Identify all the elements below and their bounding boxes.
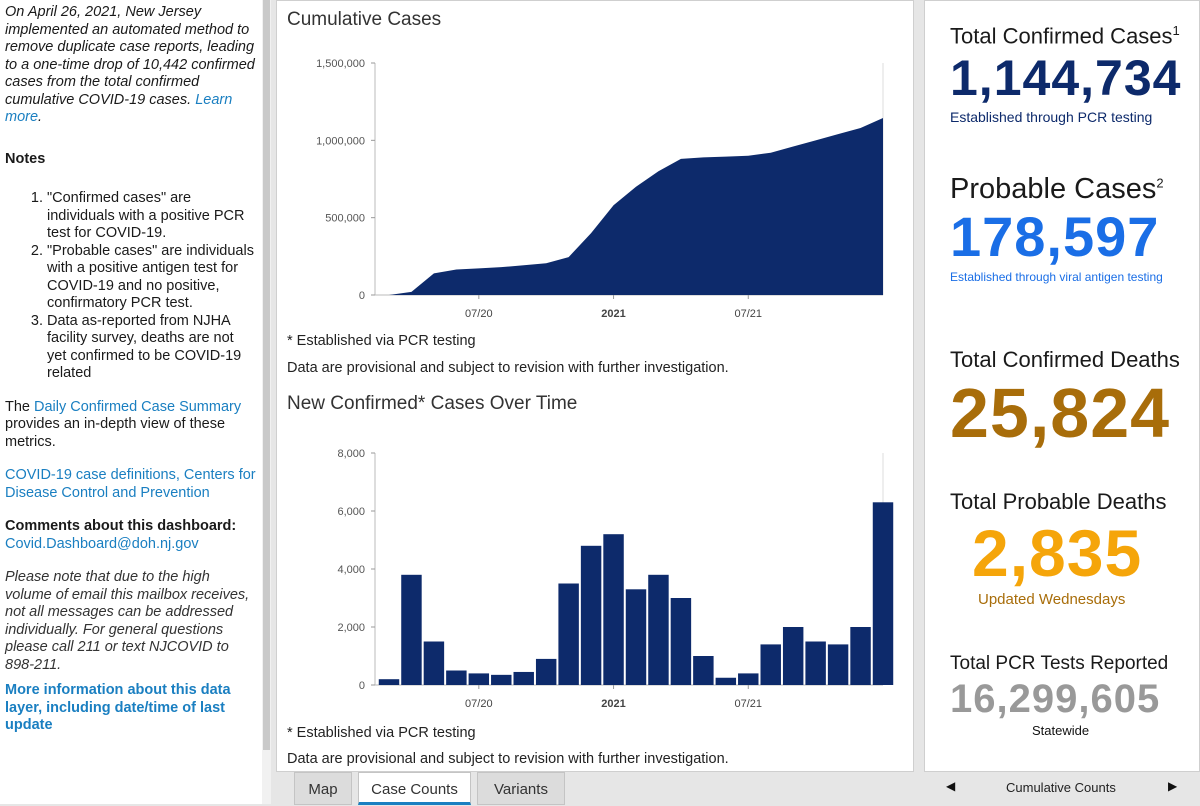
probable-cases-stat: Probable Cases2 178,597 Established thro… xyxy=(925,173,1199,284)
y-tick-label: 0 xyxy=(359,290,365,302)
note-item: Data as-reported from NJHA facility surv… xyxy=(47,313,256,383)
more-info-link[interactable]: More information about this data layer, … xyxy=(5,682,231,733)
comments-paragraph: Comments about this dashboard: Covid.Das… xyxy=(5,518,256,553)
x-tick-label: 07/20 xyxy=(465,308,493,320)
cumulative-cases-chart: 0 500,000 1,000,000 1,500,000 07/20 2021 07/21 xyxy=(316,58,884,320)
right-arrow-icon[interactable]: ▶ xyxy=(1168,779,1178,793)
bar xyxy=(782,627,804,685)
x-tick-label: 07/21 xyxy=(735,698,763,710)
new-cases-chart-title: New Confirmed* Cases Over Time xyxy=(287,393,578,414)
daily-summary-link[interactable]: Daily Confirmed Case Summary xyxy=(34,398,242,415)
probable-cases-value: 178,597 xyxy=(950,205,1160,268)
confirmed-deaths-stat: Total Confirmed Deaths 25,824 xyxy=(925,347,1199,453)
bar xyxy=(446,670,467,685)
notes-heading: Notes xyxy=(5,150,46,167)
comments-label: Comments about this dashboard: xyxy=(5,518,237,534)
bar xyxy=(850,627,871,685)
probable-deaths-value: 2,835 xyxy=(972,516,1143,590)
y-tick-label: 2,000 xyxy=(337,622,365,634)
cumulative-chart-title: Cumulative Cases xyxy=(287,9,442,30)
y-tick-label: 0 xyxy=(359,680,365,692)
bar xyxy=(491,674,512,685)
y-tick-label: 8,000 xyxy=(337,448,365,460)
bar xyxy=(535,658,557,685)
bar xyxy=(805,641,826,685)
scrollbar-thumb[interactable] xyxy=(263,0,270,750)
stats-panel: Total Confirmed Cases1 1,144,734 Establi… xyxy=(924,0,1200,772)
pcr-tests-label: Total PCR Tests Reported xyxy=(950,653,1169,674)
confirmed-cases-value: 1,144,734 xyxy=(950,50,1182,107)
confirmed-deaths-value: 25,824 xyxy=(950,374,1171,452)
cdc-definitions-link[interactable]: COVID-19 case definitions, Centers for D… xyxy=(5,467,256,501)
notes-list: "Confirmed cases" are individuals with a… xyxy=(5,190,256,383)
sidebar-scrollbar[interactable] xyxy=(262,0,271,804)
pcr-tests-stat: Total PCR Tests Reported 16,299,605 Stat… xyxy=(925,653,1199,738)
chart1-note-pcr: * Established via PCR testing xyxy=(287,333,476,349)
x-tick-label: 2021 xyxy=(601,698,625,710)
pcr-tests-sub: Statewide xyxy=(1032,723,1090,738)
dedup-notice: On April 26, 2021, New Jersey implemente… xyxy=(5,4,255,126)
note-item: "Confirmed cases" are individuals with a… xyxy=(47,190,256,243)
chart1-note-provisional: Data are provisional and subject to revi… xyxy=(287,360,729,376)
probable-deaths-stat: Total Probable Deaths 2,835 Updated Wedn… xyxy=(925,489,1199,608)
summary-paragraph: The Daily Confirmed Case Summary provide… xyxy=(5,398,242,450)
stats-pager: ◀ Cumulative Counts ▶ xyxy=(930,774,1198,804)
email-note: Please note that due to the high volume … xyxy=(5,569,250,673)
y-tick-label: 1,000,000 xyxy=(316,135,365,147)
confirmed-cases-label: Total Confirmed Cases1 xyxy=(950,23,1180,49)
y-tick-label: 1,500,000 xyxy=(316,58,365,70)
chart2-note-provisional: Data are provisional and subject to revi… xyxy=(287,751,729,767)
charts-panel: Cumulative Cases 0 500,000 1,000,000 1,500,… xyxy=(276,0,914,772)
confirmed-cases-sub: Established through PCR testing xyxy=(950,109,1153,126)
y-tick-label: 4,000 xyxy=(337,564,365,576)
bar xyxy=(423,641,445,685)
bar xyxy=(715,677,737,685)
bar xyxy=(738,673,759,685)
confirmed-deaths-label: Total Confirmed Deaths xyxy=(950,347,1180,372)
sidebar: On April 26, 2021, New Jersey implemente… xyxy=(0,0,262,804)
bar xyxy=(580,545,602,685)
probable-cases-label: Probable Cases2 xyxy=(950,173,1164,205)
probable-cases-sub: Established through viral antigen testin… xyxy=(950,270,1163,284)
dedup-notice-text: On April 26, 2021, New Jersey implemente… xyxy=(5,4,255,108)
bar xyxy=(468,673,490,685)
bar xyxy=(513,671,534,685)
tab-variants[interactable]: Variants xyxy=(477,772,565,805)
new-cases-chart: 0 2,000 4,000 6,000 8,000 07/20 2021 07/21 xyxy=(337,448,894,710)
bar xyxy=(827,644,849,685)
email-link[interactable]: Covid.Dashboard@doh.nj.gov xyxy=(5,535,199,552)
bar xyxy=(760,644,781,685)
pcr-tests-value: 16,299,605 xyxy=(950,677,1161,721)
pager-label: Cumulative Counts xyxy=(1006,780,1116,795)
confirmed-cases-stat: Total Confirmed Cases1 1,144,734 Establi… xyxy=(925,23,1199,125)
bar xyxy=(670,598,692,685)
note-item: "Probable cases" are individuals with a … xyxy=(47,243,256,313)
probable-deaths-label: Total Probable Deaths xyxy=(950,489,1167,514)
bar xyxy=(872,502,894,685)
learn-more-link[interactable]: Learn more xyxy=(5,91,233,126)
bar xyxy=(401,574,422,685)
tab-case-counts[interactable]: Case Counts xyxy=(358,772,471,805)
cumulative-area xyxy=(389,117,883,295)
cdc-paragraph: COVID-19 case definitions, Centers for D… xyxy=(5,467,256,502)
bar xyxy=(625,589,647,685)
tab-map[interactable]: Map xyxy=(294,772,352,805)
y-tick-label: 6,000 xyxy=(337,506,365,518)
x-tick-label: 2021 xyxy=(601,308,625,320)
bar xyxy=(693,656,714,685)
x-tick-label: 07/21 xyxy=(735,308,763,320)
chart2-note-pcr: * Established via PCR testing xyxy=(287,725,476,741)
left-arrow-icon[interactable]: ◀ xyxy=(946,779,956,793)
bar xyxy=(378,679,400,685)
bar xyxy=(603,534,624,685)
x-tick-label: 07/20 xyxy=(465,698,493,710)
probable-deaths-sub: Updated Wednesdays xyxy=(978,591,1126,608)
bar xyxy=(558,583,579,685)
bar xyxy=(648,574,669,685)
y-tick-label: 500,000 xyxy=(325,213,365,225)
